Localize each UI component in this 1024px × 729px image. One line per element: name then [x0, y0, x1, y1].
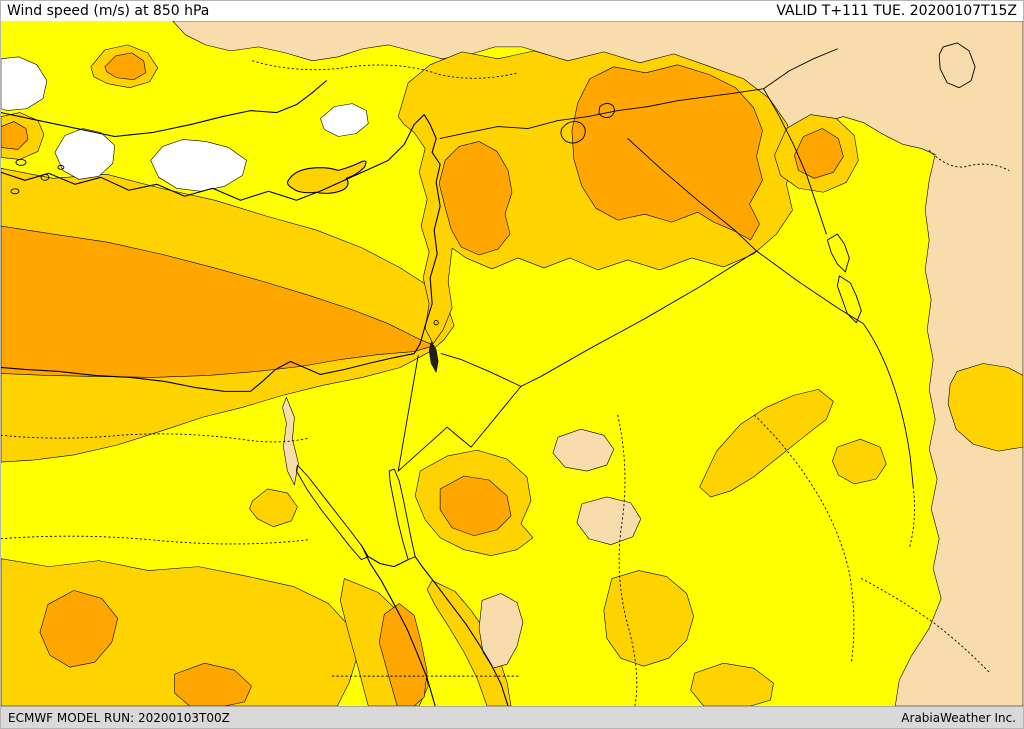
- contour-region: [690, 662, 774, 706]
- sinai-south-coast: [367, 556, 409, 568]
- contour-region: [478, 593, 524, 669]
- dotted-line: [928, 149, 1010, 171]
- border-line: [763, 88, 827, 235]
- contour-region: [1, 56, 48, 111]
- lake-small: [598, 102, 615, 119]
- wind-speed-map: [1, 21, 1023, 706]
- border-line: [862, 323, 914, 488]
- contour-region: [438, 141, 513, 256]
- border-line: [763, 48, 838, 90]
- contour-region: [249, 488, 298, 528]
- coastlines: [1, 80, 509, 706]
- aegean-island: [57, 164, 65, 170]
- contour-region: [571, 64, 763, 241]
- contour-region: [603, 570, 694, 667]
- black-sea-coast: [1, 80, 327, 138]
- dotted-line: [860, 578, 990, 673]
- contour-region: [794, 128, 844, 179]
- contour-region: [426, 580, 512, 706]
- border-line: [756, 250, 864, 325]
- provider-label: ArabiaWeather Inc.: [901, 710, 1016, 725]
- mediterranean-coast: [1, 114, 441, 392]
- dotted-line: [1, 433, 309, 443]
- sea-of-galilee: [433, 320, 439, 326]
- map-footer: ECMWF MODEL RUN: 20200103T00Z ArabiaWeat…: [1, 706, 1023, 728]
- country-borders: [397, 48, 914, 488]
- contour-region: [947, 363, 1023, 452]
- red-sea-east-coast: [414, 556, 509, 706]
- border-line: [397, 355, 419, 472]
- dead-sea: [428, 340, 439, 374]
- dashed-borders: [1, 60, 1010, 706]
- contour-region: [378, 603, 428, 706]
- border-line: [439, 88, 764, 139]
- contour-region: [699, 389, 834, 498]
- map-canvas: [1, 21, 1023, 706]
- map-title: Wind speed (m/s) at 850 hPa: [7, 3, 210, 19]
- aegean-island: [10, 188, 20, 195]
- lake-van: [560, 120, 586, 144]
- contour-region: [832, 438, 887, 485]
- dotted-line: [252, 60, 519, 79]
- map-header: Wind speed (m/s) at 850 hPa VALID T+111 …: [1, 1, 1023, 21]
- gulf-coast-shape: [836, 275, 862, 324]
- dotted-line: [908, 486, 915, 550]
- red-sea-west-coast: [361, 546, 436, 706]
- border-line: [397, 385, 522, 472]
- model-run-label: ECMWF MODEL RUN: 20200103T00Z: [8, 710, 230, 725]
- contour-bands: [1, 21, 1023, 706]
- gulf-coast-shape: [826, 233, 850, 273]
- contour-region: [174, 662, 252, 706]
- aegean-island: [15, 158, 27, 166]
- gulf-of-suez: [295, 464, 369, 561]
- cyprus-island: [287, 160, 367, 194]
- contour-region: [576, 496, 642, 546]
- lake-urmia: [938, 42, 976, 89]
- border-line: [627, 138, 757, 252]
- dotted-line: [1, 535, 309, 545]
- contour-region: [150, 139, 247, 192]
- dotted-line: [617, 414, 638, 706]
- contour-region: [439, 475, 512, 537]
- contour-region: [552, 428, 615, 472]
- contour-region: [39, 590, 119, 668]
- contour-region: [282, 397, 299, 486]
- contour-region: [1, 121, 29, 150]
- contour-region: [104, 52, 147, 81]
- contour-region: [320, 103, 369, 137]
- valid-time-label: VALID T+111 TUE. 20200107T15Z: [776, 3, 1017, 19]
- border-line: [440, 250, 757, 387]
- contour-region: [54, 128, 116, 180]
